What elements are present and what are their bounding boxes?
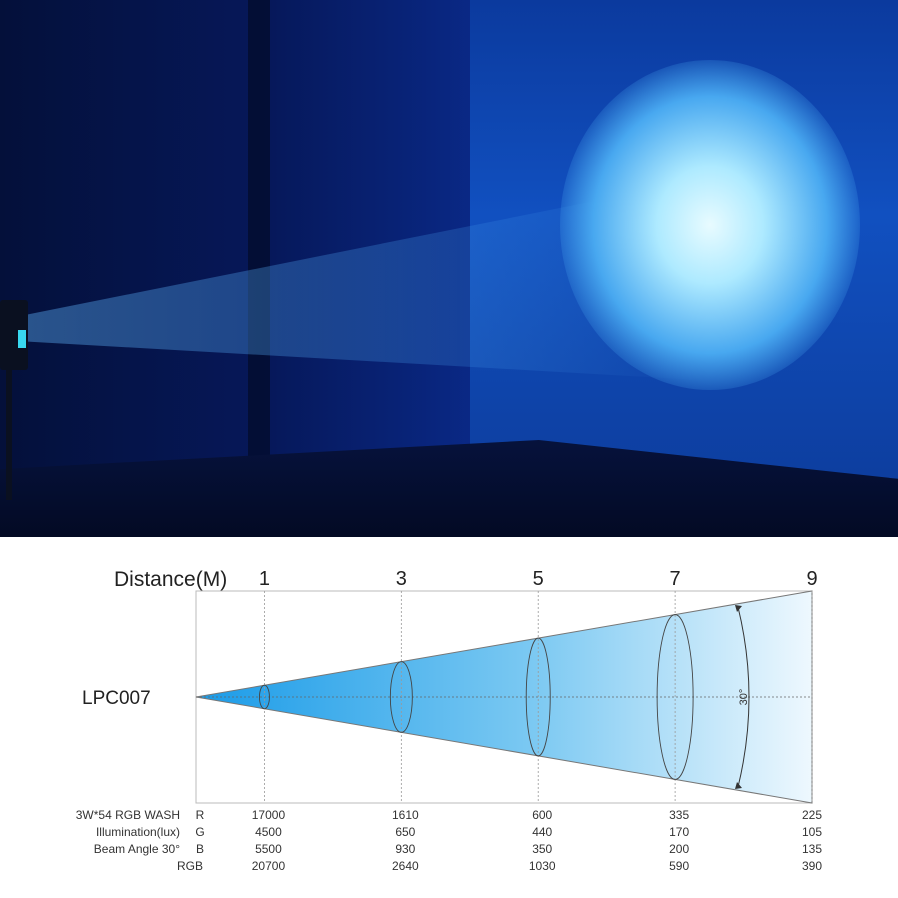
table-title-line: Illumination(lux) xyxy=(95,825,180,839)
channel-label: RGB xyxy=(176,859,204,873)
table-title-line: 3W*54 RGB WASH xyxy=(75,808,180,822)
beam-cross-section xyxy=(525,637,551,757)
illumination-value: 440 xyxy=(532,825,553,839)
illumination-value: 225 xyxy=(801,808,823,822)
angle-label: 30° xyxy=(738,689,750,706)
light-spot xyxy=(560,60,860,390)
arrow-head-icon xyxy=(735,782,742,789)
illumination-value: 200 xyxy=(669,842,690,856)
arrow-head-icon xyxy=(735,605,742,612)
angle-arc xyxy=(737,606,750,788)
illumination-value: 590 xyxy=(669,859,690,873)
illumination-value: 600 xyxy=(532,808,553,822)
fixture-stand xyxy=(6,370,12,500)
illumination-value: 135 xyxy=(801,842,823,856)
light-fixture xyxy=(0,300,28,370)
channel-label: B xyxy=(195,842,205,856)
illumination-value: 930 xyxy=(395,842,416,856)
illumination-value: 650 xyxy=(395,825,416,839)
table-title-line: Beam Angle 30° xyxy=(93,842,180,856)
illumination-value: 2640 xyxy=(391,859,419,873)
illumination-value: 1610 xyxy=(391,808,419,822)
beam-diagram: 30° xyxy=(195,590,813,804)
distance-tick: 3 xyxy=(395,568,407,590)
beam-cross-section xyxy=(258,684,270,710)
illumination-value: 390 xyxy=(801,859,823,873)
pillar xyxy=(248,0,270,460)
beam-cross-section xyxy=(656,614,694,780)
distance-tick: 9 xyxy=(806,568,818,590)
illumination-value: 350 xyxy=(532,842,553,856)
distance-tick: 7 xyxy=(669,568,681,590)
illumination-value: 20700 xyxy=(251,859,286,873)
channel-label: R xyxy=(195,808,205,822)
model-label: LPC007 xyxy=(82,688,151,709)
product-photo xyxy=(0,0,898,537)
channel-label: G xyxy=(195,825,205,839)
illumination-value: 170 xyxy=(669,825,690,839)
illumination-value: 17000 xyxy=(251,808,286,822)
illumination-value: 5500 xyxy=(255,842,282,856)
distance-tick: 1 xyxy=(258,568,270,590)
illumination-value: 335 xyxy=(669,808,690,822)
distance-label: Distance(M) xyxy=(114,568,228,591)
illumination-value: 4500 xyxy=(255,825,282,839)
illumination-value: 1030 xyxy=(528,859,556,873)
distance-tick: 5 xyxy=(532,568,544,590)
beam-cross-section xyxy=(389,661,413,733)
illumination-value: 105 xyxy=(801,825,823,839)
